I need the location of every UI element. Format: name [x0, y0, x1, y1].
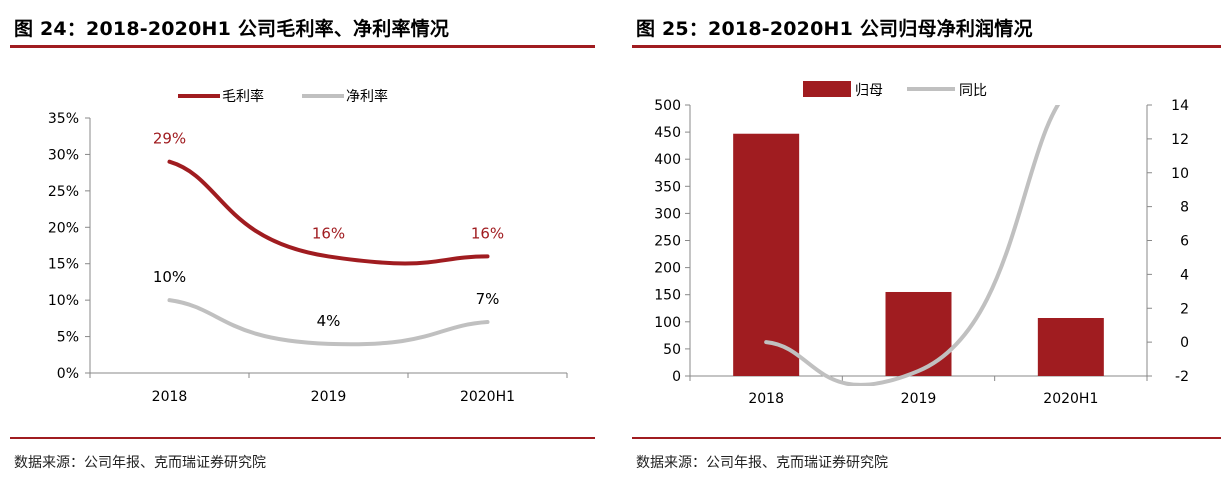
legend-swatch — [803, 81, 851, 97]
y2-tick-label: -2 — [1175, 369, 1189, 385]
y-tick-label: 35% — [48, 111, 79, 127]
y2-tick-label: 4 — [1180, 267, 1189, 283]
y-tick-label: 250 — [654, 234, 681, 250]
y-tick-label: 200 — [654, 261, 681, 277]
y-tick-label: 450 — [654, 125, 681, 141]
y-tick-label: 15% — [48, 257, 79, 273]
y-tick-label: 300 — [654, 206, 681, 222]
y-tick-label: 100 — [654, 315, 681, 331]
figure-title: 图 25：2018-2020H1 公司归母净利润情况 — [636, 18, 1033, 40]
figure-title: 图 24：2018-2020H1 公司毛利率、净利率情况 — [14, 18, 450, 40]
y2-tick-label: 0 — [1180, 335, 1189, 351]
data-label: 4% — [317, 312, 341, 330]
x-tick-label: 2019 — [311, 389, 347, 405]
legend-label: 同比 — [959, 83, 987, 99]
y-tick-label: 50 — [663, 342, 681, 358]
y-tick-label: 350 — [654, 179, 681, 195]
title-rule — [632, 45, 1221, 48]
data-label: 10% — [153, 268, 186, 286]
legend-label: 毛利率 — [222, 88, 264, 105]
bar — [1037, 318, 1104, 376]
legend-label: 净利率 — [346, 88, 388, 105]
y-tick-label: 25% — [48, 184, 79, 200]
x-tick-label: 2018 — [152, 389, 188, 405]
x-tick-label: 2019 — [901, 391, 937, 407]
y-tick-label: 5% — [57, 330, 79, 346]
y-tick-label: 0 — [672, 369, 681, 385]
y2-tick-label: 12 — [1171, 132, 1189, 148]
series-line-gross-margin — [167, 159, 490, 266]
x-tick-label: 2020H1 — [460, 389, 515, 405]
data-label: 16% — [471, 224, 504, 242]
y2-tick-label: 10 — [1171, 166, 1189, 182]
legend-label: 归母 — [855, 82, 883, 99]
data-label: 7% — [476, 290, 500, 308]
x-tick-label: 2018 — [748, 391, 784, 407]
x-tick-label: 2020H1 — [1043, 391, 1098, 407]
y-tick-label: 20% — [48, 220, 79, 236]
bar — [885, 291, 952, 376]
y2-tick-label: 14 — [1171, 98, 1189, 114]
y2-tick-label: 8 — [1180, 200, 1189, 216]
panel-net-profit: 图 25：2018-2020H1 公司归母净利润情况 0 50 100 150 200 2… — [622, 0, 1231, 481]
footer-rule — [632, 437, 1221, 439]
panel-margins: 图 24：2018-2020H1 公司毛利率、净利率情况 0% 5% 10% 15% 2… — [0, 0, 605, 481]
data-label: 16% — [312, 224, 345, 242]
title-rule — [10, 45, 595, 48]
net-profit-combo-chart: 0 50 100 150 200 250 300 350 400 450 500 -2 0 2 4 6 8 10 1… — [654, 81, 1189, 407]
y-tick-label: 30% — [48, 147, 79, 163]
y-tick-label: 500 — [654, 98, 681, 114]
source-note: 数据来源：公司年报、克而瑞证券研究院 — [636, 455, 888, 471]
y-tick-label: 0% — [57, 366, 79, 382]
y-tick-label: 10% — [48, 293, 79, 309]
bar — [733, 133, 800, 376]
y2-tick-label: 2 — [1180, 301, 1189, 317]
margin-line-chart: 0% 5% 10% 15% 20% 25% 30% 35% 2018 2019 2020H1 29% 1… — [48, 88, 568, 405]
source-note: 数据来源：公司年报、克而瑞证券研究院 — [14, 455, 266, 471]
y-tick-label: 400 — [654, 152, 681, 168]
series-line-yoy — [764, 105, 1061, 386]
footer-rule — [10, 437, 595, 439]
y-tick-label: 150 — [654, 288, 681, 304]
y2-tick-label: 6 — [1180, 234, 1189, 250]
data-label: 29% — [153, 130, 186, 148]
